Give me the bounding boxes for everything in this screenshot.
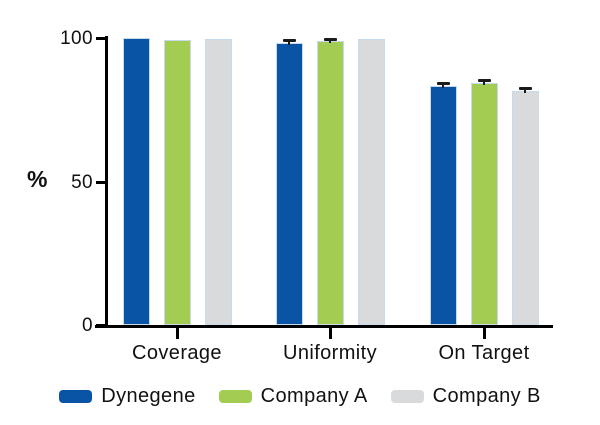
bar-company-b-uniformity: [357, 39, 385, 325]
bar-dynegene-on-target: [429, 85, 457, 325]
bar-company-a-coverage: [163, 40, 191, 325]
bar-company-b-on-target: [511, 91, 539, 325]
category-label-on-target: On Target: [438, 342, 530, 364]
category-label-coverage: Coverage: [132, 342, 222, 364]
legend: Dynegene Company A Company B: [0, 386, 600, 406]
bar-company-a-uniformity: [316, 41, 344, 325]
y-tick-50: [96, 180, 106, 184]
bar-dynegene-coverage: [122, 38, 150, 325]
error-cap-company-a-uniformity: [323, 37, 337, 41]
legend-label: Company B: [432, 385, 541, 407]
category-label-uniformity: Uniformity: [282, 342, 377, 364]
y-tick-label-50: 50: [71, 171, 93, 193]
error-cap-dynegene-uniformity: [282, 38, 296, 42]
legend-label: Dynegene: [101, 385, 196, 407]
y-tick-100: [96, 37, 106, 40]
x-tick-coverage: [176, 328, 179, 339]
bar-dynegene-uniformity: [275, 42, 303, 325]
error-cap-dynegene-on-target: [436, 81, 450, 85]
legend-item-company-a: Company A: [218, 385, 368, 407]
x-tick-on-target: [483, 328, 486, 339]
x-axis: [95, 325, 553, 328]
legend-swatch-icon: [218, 389, 252, 403]
y-axis: [105, 36, 108, 328]
legend-item-dynegene: Dynegene: [59, 386, 195, 406]
error-whisker-company-b-on-target: [524, 87, 526, 94]
y-tick-label-100: 100: [60, 28, 93, 49]
legend-item-company-b: Company B: [390, 385, 541, 407]
bar-company-b-coverage: [204, 38, 232, 325]
y-axis-label: %: [27, 166, 48, 192]
legend-label: Company A: [260, 385, 368, 407]
legend-swatch-icon: [390, 389, 424, 403]
error-whisker-dynegene-on-target: [442, 81, 444, 88]
y-tick-0: [96, 324, 106, 327]
error-cap-company-b-on-target: [518, 87, 532, 91]
bar-company-a-on-target: [470, 83, 498, 325]
x-tick-uniformity: [329, 328, 332, 339]
legend-swatch-icon: [59, 389, 93, 403]
y-tick-label-0: 0: [82, 315, 93, 336]
error-whisker-company-a-on-target: [483, 79, 485, 86]
error-cap-company-a-on-target: [477, 79, 491, 83]
